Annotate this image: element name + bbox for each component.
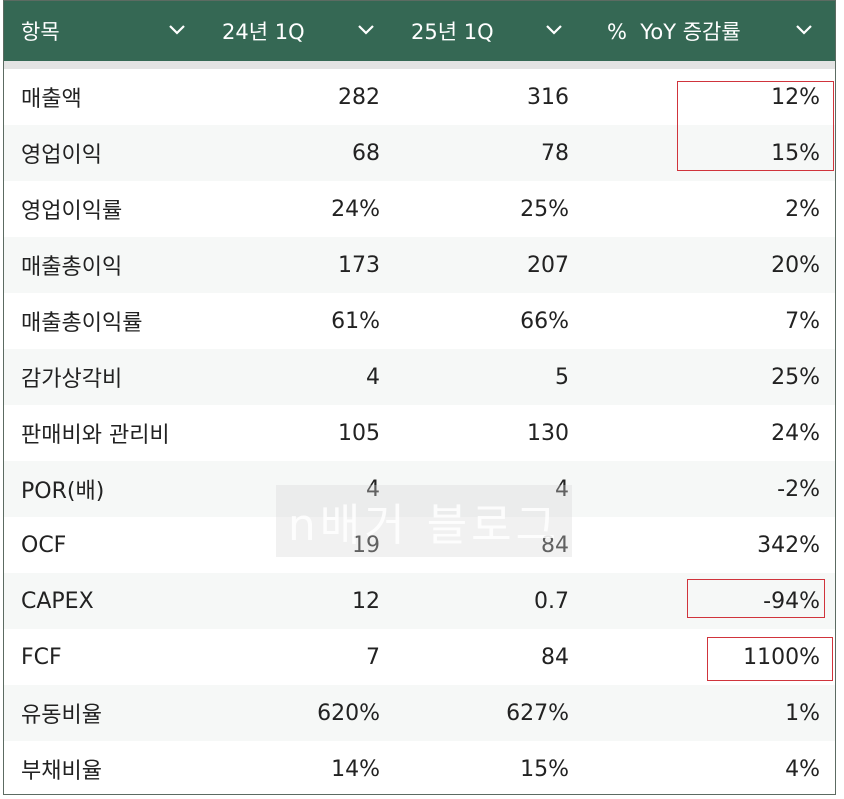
cell-24q1[interactable]: 19 <box>352 532 380 558</box>
table-row: 판매비와 관리비 105 130 24% <box>4 405 835 461</box>
cell-yoy[interactable]: 1100% <box>743 644 820 670</box>
column-header-label: 25년 1Q <box>411 20 494 44</box>
cell-24q1[interactable]: 24% <box>331 196 380 222</box>
cell-item[interactable]: 유동비율 <box>21 703 102 728</box>
cell-yoy[interactable]: 7% <box>785 308 820 334</box>
cell-25q1[interactable]: 84 <box>541 532 569 558</box>
cell-item[interactable]: 매출액 <box>21 87 82 112</box>
cell-25q1[interactable]: 5 <box>555 364 569 390</box>
cell-item[interactable]: 영업이익률 <box>21 199 123 224</box>
table-body: 매출액 282 316 12% 영업이익 68 78 15% 영업이익률 24% 25% 2% 매출총이… <box>4 69 835 794</box>
cell-25q1[interactable]: 84 <box>541 644 569 670</box>
cell-24q1[interactable]: 105 <box>338 420 380 446</box>
cell-yoy[interactable]: -94% <box>763 588 820 614</box>
cell-25q1[interactable]: 0.7 <box>534 588 569 614</box>
table-row: FCF 7 84 1100% <box>4 629 835 685</box>
cell-item[interactable]: 영업이익 <box>21 143 102 168</box>
cell-25q1[interactable]: 627% <box>506 700 569 726</box>
cell-item[interactable]: 감가상각비 <box>21 367 123 392</box>
cell-24q1[interactable]: 620% <box>317 700 380 726</box>
column-header-label: 항목 <box>21 20 60 44</box>
cell-25q1[interactable]: 15% <box>520 756 569 782</box>
cell-item[interactable]: 매출총이익 <box>21 255 123 280</box>
chevron-down-icon[interactable] <box>795 23 813 37</box>
cell-yoy[interactable]: 15% <box>771 140 820 166</box>
column-header-item[interactable]: 항목 <box>21 1 196 61</box>
cell-24q1[interactable]: 282 <box>338 84 380 110</box>
page-edge <box>836 0 844 799</box>
table-row: OCF 19 84 342% <box>4 517 835 573</box>
column-header-25q1[interactable]: 25년 1Q <box>411 1 573 61</box>
header-divider <box>4 61 835 69</box>
cell-25q1[interactable]: 4 <box>555 476 569 502</box>
cell-item[interactable]: 매출총이익률 <box>21 311 143 336</box>
table-row: 매출총이익 173 207 20% <box>4 237 835 293</box>
cell-item[interactable]: CAPEX <box>21 588 94 614</box>
cell-yoy[interactable]: 1% <box>785 700 820 726</box>
cell-25q1[interactable]: 130 <box>527 420 569 446</box>
cell-item[interactable]: 부채비율 <box>21 759 102 784</box>
table-row: CAPEX 12 0.7 -94% <box>4 573 835 629</box>
cell-25q1[interactable]: 25% <box>520 196 569 222</box>
cell-item[interactable]: OCF <box>21 532 67 558</box>
cell-item[interactable]: POR(배) <box>21 479 105 504</box>
chevron-down-icon[interactable] <box>545 23 563 37</box>
table-row: 매출총이익률 61% 66% 7% <box>4 293 835 349</box>
cell-24q1[interactable]: 12 <box>352 588 380 614</box>
cell-yoy[interactable]: 12% <box>771 84 820 110</box>
table-row: 유동비율 620% 627% 1% <box>4 685 835 741</box>
cell-yoy[interactable]: 4% <box>785 756 820 782</box>
cell-yoy[interactable]: 342% <box>757 532 820 558</box>
cell-24q1[interactable]: 68 <box>352 140 380 166</box>
column-header-label: 24년 1Q <box>222 20 305 44</box>
chevron-down-icon[interactable] <box>168 23 186 37</box>
table-row: 영업이익 68 78 15% <box>4 125 835 181</box>
cell-24q1[interactable]: 4 <box>366 476 380 502</box>
column-header-yoy[interactable]: % YoY 증감률 <box>607 1 827 61</box>
cell-24q1[interactable]: 7 <box>366 644 380 670</box>
cell-25q1[interactable]: 316 <box>527 84 569 110</box>
cell-24q1[interactable]: 4 <box>366 364 380 390</box>
cell-24q1[interactable]: 14% <box>331 756 380 782</box>
table-header: 항목 24년 1Q 25년 1Q % YoY 증감률 <box>4 1 835 61</box>
cell-25q1[interactable]: 66% <box>520 308 569 334</box>
table-row: 부채비율 14% 15% 4% <box>4 741 835 794</box>
cell-item[interactable]: 판매비와 관리비 <box>21 423 170 448</box>
column-header-24q1[interactable]: 24년 1Q <box>222 1 384 61</box>
table-row: 영업이익률 24% 25% 2% <box>4 181 835 237</box>
cell-yoy[interactable]: -2% <box>777 476 820 502</box>
cell-25q1[interactable]: 207 <box>527 252 569 278</box>
cell-item[interactable]: FCF <box>21 644 62 670</box>
watermark: n배거 블로그 <box>276 485 572 557</box>
cell-yoy[interactable]: 25% <box>771 364 820 390</box>
cell-24q1[interactable]: 61% <box>331 308 380 334</box>
table-row: 매출액 282 316 12% <box>4 69 835 125</box>
cell-yoy[interactable]: 24% <box>771 420 820 446</box>
table-row: POR(배) 4 4 -2% <box>4 461 835 517</box>
data-table: 항목 24년 1Q 25년 1Q % YoY 증감률 매출액 282 316 12% 영… <box>3 0 836 795</box>
table-row: 감가상각비 4 5 25% <box>4 349 835 405</box>
chevron-down-icon[interactable] <box>357 23 375 37</box>
column-header-label: % YoY 증감률 <box>607 20 741 44</box>
cell-25q1[interactable]: 78 <box>541 140 569 166</box>
cell-24q1[interactable]: 173 <box>338 252 380 278</box>
cell-yoy[interactable]: 2% <box>785 196 820 222</box>
cell-yoy[interactable]: 20% <box>771 252 820 278</box>
